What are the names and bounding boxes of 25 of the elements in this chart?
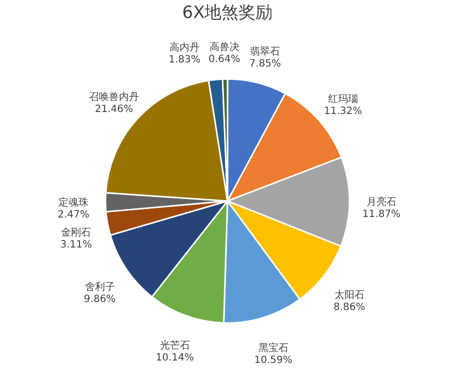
data-label: 11.87%: [362, 209, 401, 220]
data-label: 21.46%: [94, 104, 133, 115]
data-label: 11.32%: [324, 106, 362, 118]
data-label: 10.59%: [254, 355, 292, 366]
data-label: 1.83%: [168, 54, 200, 66]
data-label: 2.47%: [58, 210, 90, 221]
data-label: 7.85%: [249, 58, 281, 70]
slice-label: 月亮石: [366, 196, 396, 208]
slice-label: 定魂珠: [58, 196, 89, 209]
slice-label: 高兽决: [209, 41, 240, 54]
slice-label: 红玛瑙: [328, 93, 358, 106]
chart-title: 6X地煞奖励: [182, 3, 273, 23]
data-label: 8.86%: [333, 302, 366, 314]
slice-label: 太阳石: [334, 289, 364, 302]
slice-label: 召唤兽内丹: [88, 91, 139, 103]
slice-label: 舍利子: [84, 281, 115, 294]
data-label: 0.64%: [208, 54, 240, 66]
slice-label: 翡翠石: [250, 46, 280, 58]
data-label: 9.86%: [84, 294, 116, 306]
data-label: 10.14%: [156, 352, 194, 364]
data-label: 3.11%: [60, 239, 92, 250]
slice-label: 金刚石: [61, 226, 92, 238]
slice-label: 光芒石: [160, 340, 190, 352]
slice-label: 黑宝石: [258, 342, 288, 354]
slice-label: 高内丹: [169, 42, 200, 54]
